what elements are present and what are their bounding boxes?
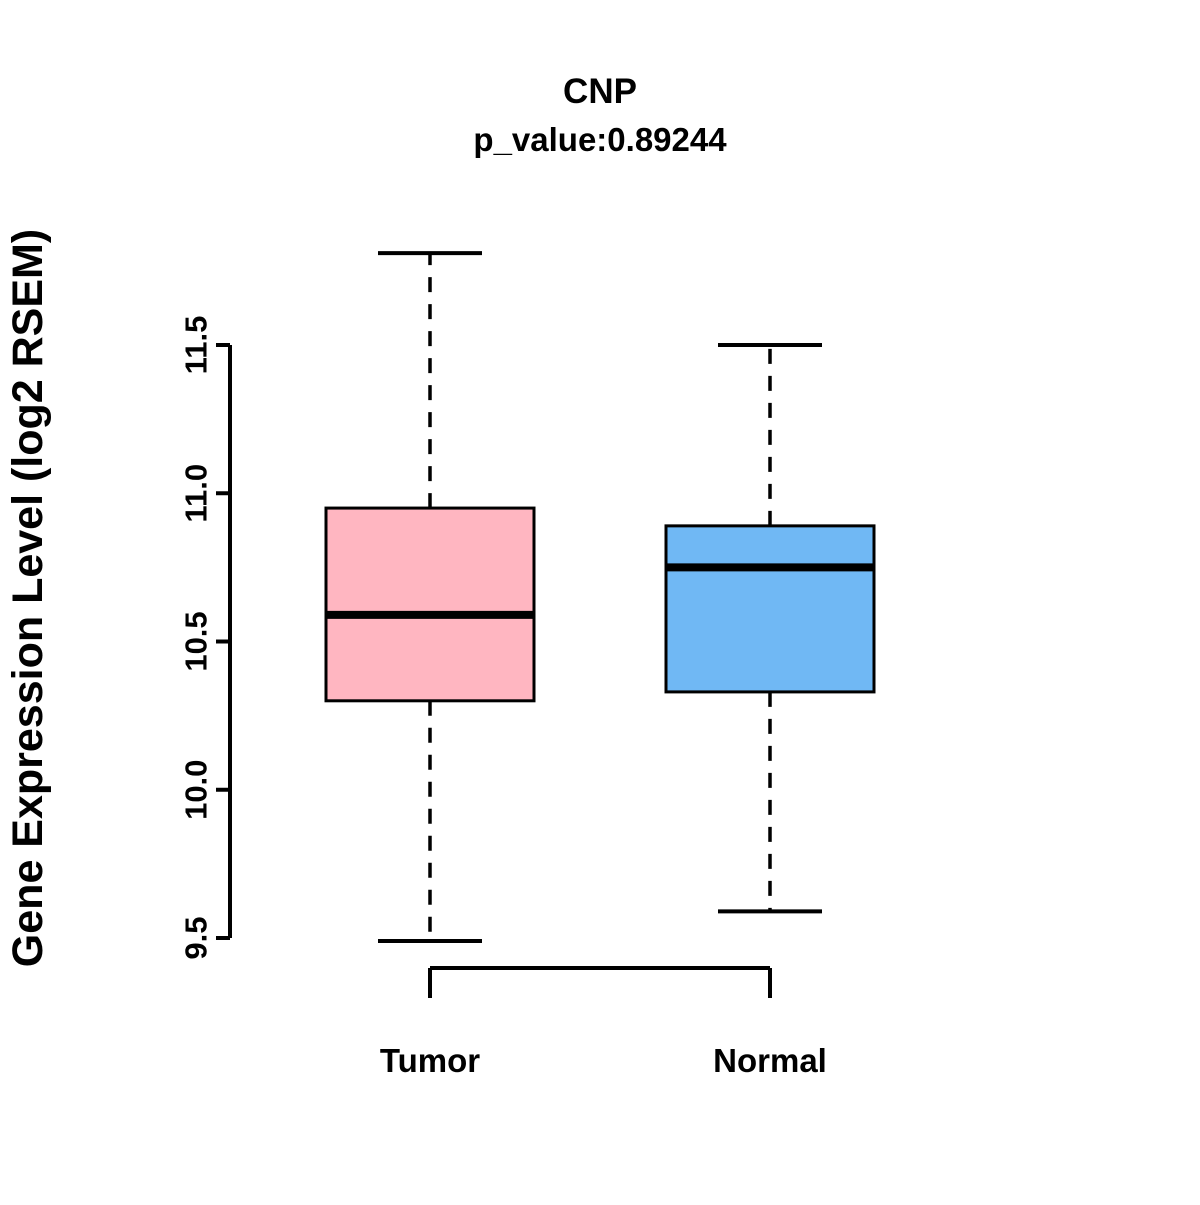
x-axis: Tumor Normal — [380, 966, 827, 1079]
y-axis-tick-label: 10.0 — [179, 760, 214, 820]
y-axis-tick-label: 11.5 — [179, 316, 214, 375]
y-axis-title: Gene Expression Level (log2 RSEM) — [4, 229, 52, 967]
box-group-tumor — [324, 251, 536, 943]
p-value-subtitle: p_value:0.89244 — [473, 121, 727, 158]
y-axis: 9.5 10.0 10.5 11.0 11.5 — [179, 316, 232, 960]
y-axis-tick-label: 10.5 — [179, 611, 214, 671]
chart-title: CNP — [563, 72, 637, 111]
y-axis-tick-label: 9.5 — [179, 916, 214, 959]
box-group-normal — [664, 343, 876, 914]
x-axis-label-tumor: Tumor — [380, 1042, 480, 1079]
x-axis-label-normal: Normal — [713, 1042, 827, 1079]
y-axis-tick-label: 11.0 — [179, 464, 214, 523]
box-normal — [664, 524, 876, 694]
boxes — [324, 251, 876, 943]
box-tumor — [324, 506, 536, 703]
